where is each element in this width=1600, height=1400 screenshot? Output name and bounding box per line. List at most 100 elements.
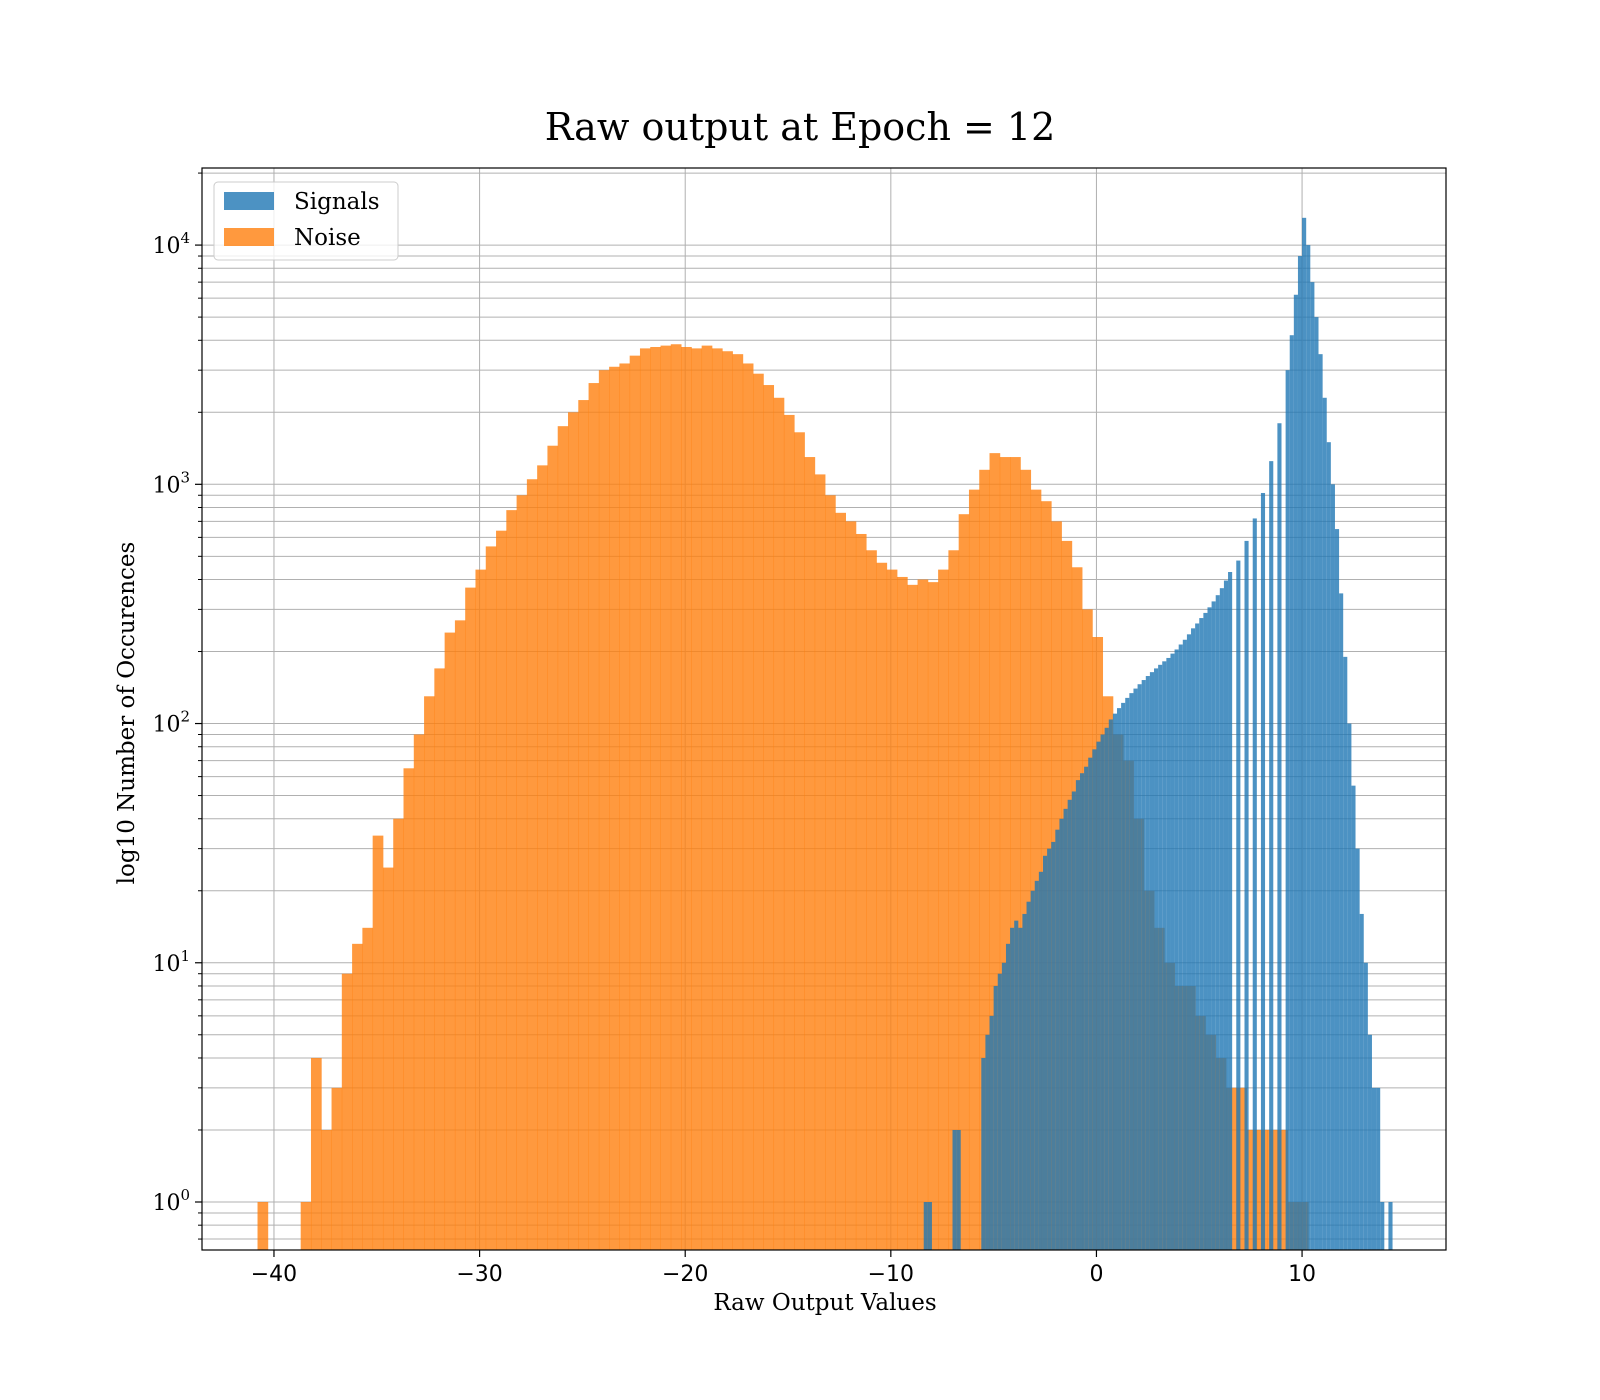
histogram-bar — [352, 943, 363, 1250]
histogram-bar — [1363, 962, 1368, 1250]
histogram-bar — [1211, 601, 1216, 1250]
histogram-bar — [424, 696, 435, 1250]
histogram-bar — [981, 1057, 986, 1250]
x-tick-label: −10 — [868, 1262, 914, 1287]
histogram-bar — [660, 345, 672, 1250]
histogram-bar — [691, 348, 703, 1250]
histogram-bar — [855, 533, 867, 1250]
x-tick-label: −40 — [251, 1262, 297, 1287]
histogram-bar — [1215, 595, 1220, 1250]
histogram-bar — [681, 346, 692, 1250]
series-signals — [923, 217, 1393, 1251]
histogram-bar — [444, 632, 456, 1250]
histogram-bar — [1042, 855, 1048, 1250]
histogram-bar — [372, 835, 384, 1250]
y-tick-label: 103 — [152, 468, 190, 498]
histogram-bar — [1170, 653, 1175, 1250]
histogram-bar — [1293, 294, 1298, 1250]
histogram-bar — [722, 351, 733, 1251]
histogram-bar — [639, 348, 651, 1250]
histogram-bar — [1174, 649, 1179, 1250]
histogram-bar — [454, 620, 466, 1250]
histogram-bar — [1318, 354, 1323, 1250]
histogram-bar — [650, 346, 661, 1250]
histogram-bar — [968, 489, 980, 1250]
histogram-bar — [958, 514, 970, 1250]
histogram-bar — [413, 734, 425, 1250]
histogram-bar — [1018, 927, 1023, 1250]
histogram-bar — [1236, 560, 1241, 1250]
histogram-bar — [952, 1129, 957, 1250]
histogram-bar — [1182, 639, 1187, 1250]
y-axis-ticks: 100 101 102 103 104 — [152, 172, 202, 1240]
histogram-bar — [362, 927, 374, 1250]
histogram-bar — [1051, 841, 1056, 1250]
histogram-bar — [1388, 1202, 1393, 1250]
histogram-bar — [1260, 492, 1266, 1251]
histogram-bar — [506, 510, 518, 1250]
histogram-bar — [1125, 697, 1130, 1250]
histogram-bar — [927, 582, 939, 1250]
histogram-bar — [956, 1129, 961, 1250]
histogram-bar — [1059, 818, 1064, 1250]
histogram-bar — [1244, 540, 1249, 1250]
histogram-bar — [897, 576, 908, 1250]
histogram-bar — [1314, 317, 1319, 1251]
histogram-bar — [804, 457, 816, 1250]
histogram-bar — [537, 465, 548, 1250]
histogram-bar — [1199, 618, 1204, 1250]
histogram-bar — [989, 453, 1001, 1250]
chart-title: Raw output at Epoch = 12 — [545, 105, 1056, 149]
x-tick-label: −20 — [662, 1262, 708, 1287]
histogram-bar — [993, 985, 998, 1250]
histogram-bar — [1100, 734, 1105, 1250]
histogram-bar — [1359, 913, 1364, 1250]
histogram-bar — [1367, 1034, 1372, 1250]
y-tick-label: 102 — [152, 708, 190, 738]
histogram-bar — [927, 1202, 932, 1250]
y-tick-label: 104 — [152, 229, 190, 259]
histogram-bar — [1347, 723, 1352, 1250]
histogram-bar — [997, 973, 1002, 1250]
histogram-bar — [598, 370, 610, 1250]
histogram-bar — [989, 1015, 994, 1250]
histogram-bar — [1371, 1087, 1377, 1250]
histogram-bar — [1186, 634, 1192, 1250]
histogram-bar — [917, 579, 929, 1250]
histogram-bar — [979, 469, 990, 1250]
histogram-bar — [331, 1087, 343, 1250]
histogram-bar — [568, 412, 579, 1250]
histogram-bar — [1166, 657, 1171, 1250]
histogram-bar — [1030, 489, 1042, 1250]
histogram-bar — [1207, 607, 1212, 1250]
histogram-bar — [1034, 880, 1039, 1250]
histogram-bar — [1162, 661, 1167, 1250]
histogram-bar — [1067, 799, 1072, 1250]
histogram-bar — [1351, 785, 1356, 1250]
histogram-bar — [1096, 741, 1101, 1250]
histogram-bar — [1088, 757, 1093, 1250]
histogram-bar — [794, 432, 805, 1250]
histogram-bar — [619, 363, 631, 1251]
histogram-bar — [547, 445, 559, 1251]
histogram-bar — [1038, 871, 1043, 1250]
histogram-bar — [732, 354, 744, 1250]
histogram-bar — [1145, 676, 1150, 1250]
histogram-bar — [1269, 461, 1274, 1250]
histogram-bar — [1306, 245, 1311, 1250]
histogram-bar — [999, 457, 1011, 1250]
histogram-bar — [1246, 1129, 1258, 1250]
histogram-bar — [825, 495, 836, 1250]
histogram-bar — [578, 400, 589, 1250]
histogram-bar — [886, 569, 898, 1250]
histogram-bar — [1223, 580, 1229, 1250]
histogram-bar — [1228, 572, 1233, 1250]
histogram-bar — [1080, 773, 1085, 1250]
histogram-bar — [835, 512, 846, 1250]
histogram-bar — [1026, 901, 1031, 1250]
histogram-bar — [1302, 217, 1307, 1251]
histogram-bar — [923, 1202, 928, 1250]
histogram-bar — [1104, 727, 1109, 1250]
legend-swatch-signals — [224, 192, 274, 210]
histogram-bar — [1133, 688, 1138, 1250]
